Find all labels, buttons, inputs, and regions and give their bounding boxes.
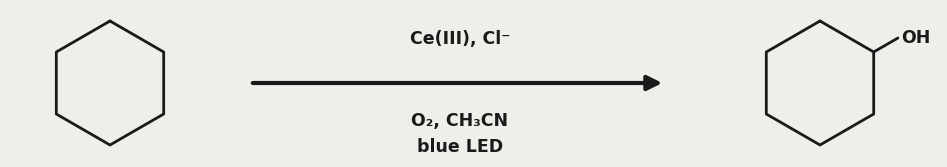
Text: O₂, CH₃CN: O₂, CH₃CN xyxy=(411,112,509,130)
Text: OH: OH xyxy=(901,29,930,47)
Text: blue LED: blue LED xyxy=(417,138,503,156)
Text: Ce(III), Cl⁻: Ce(III), Cl⁻ xyxy=(410,30,510,48)
